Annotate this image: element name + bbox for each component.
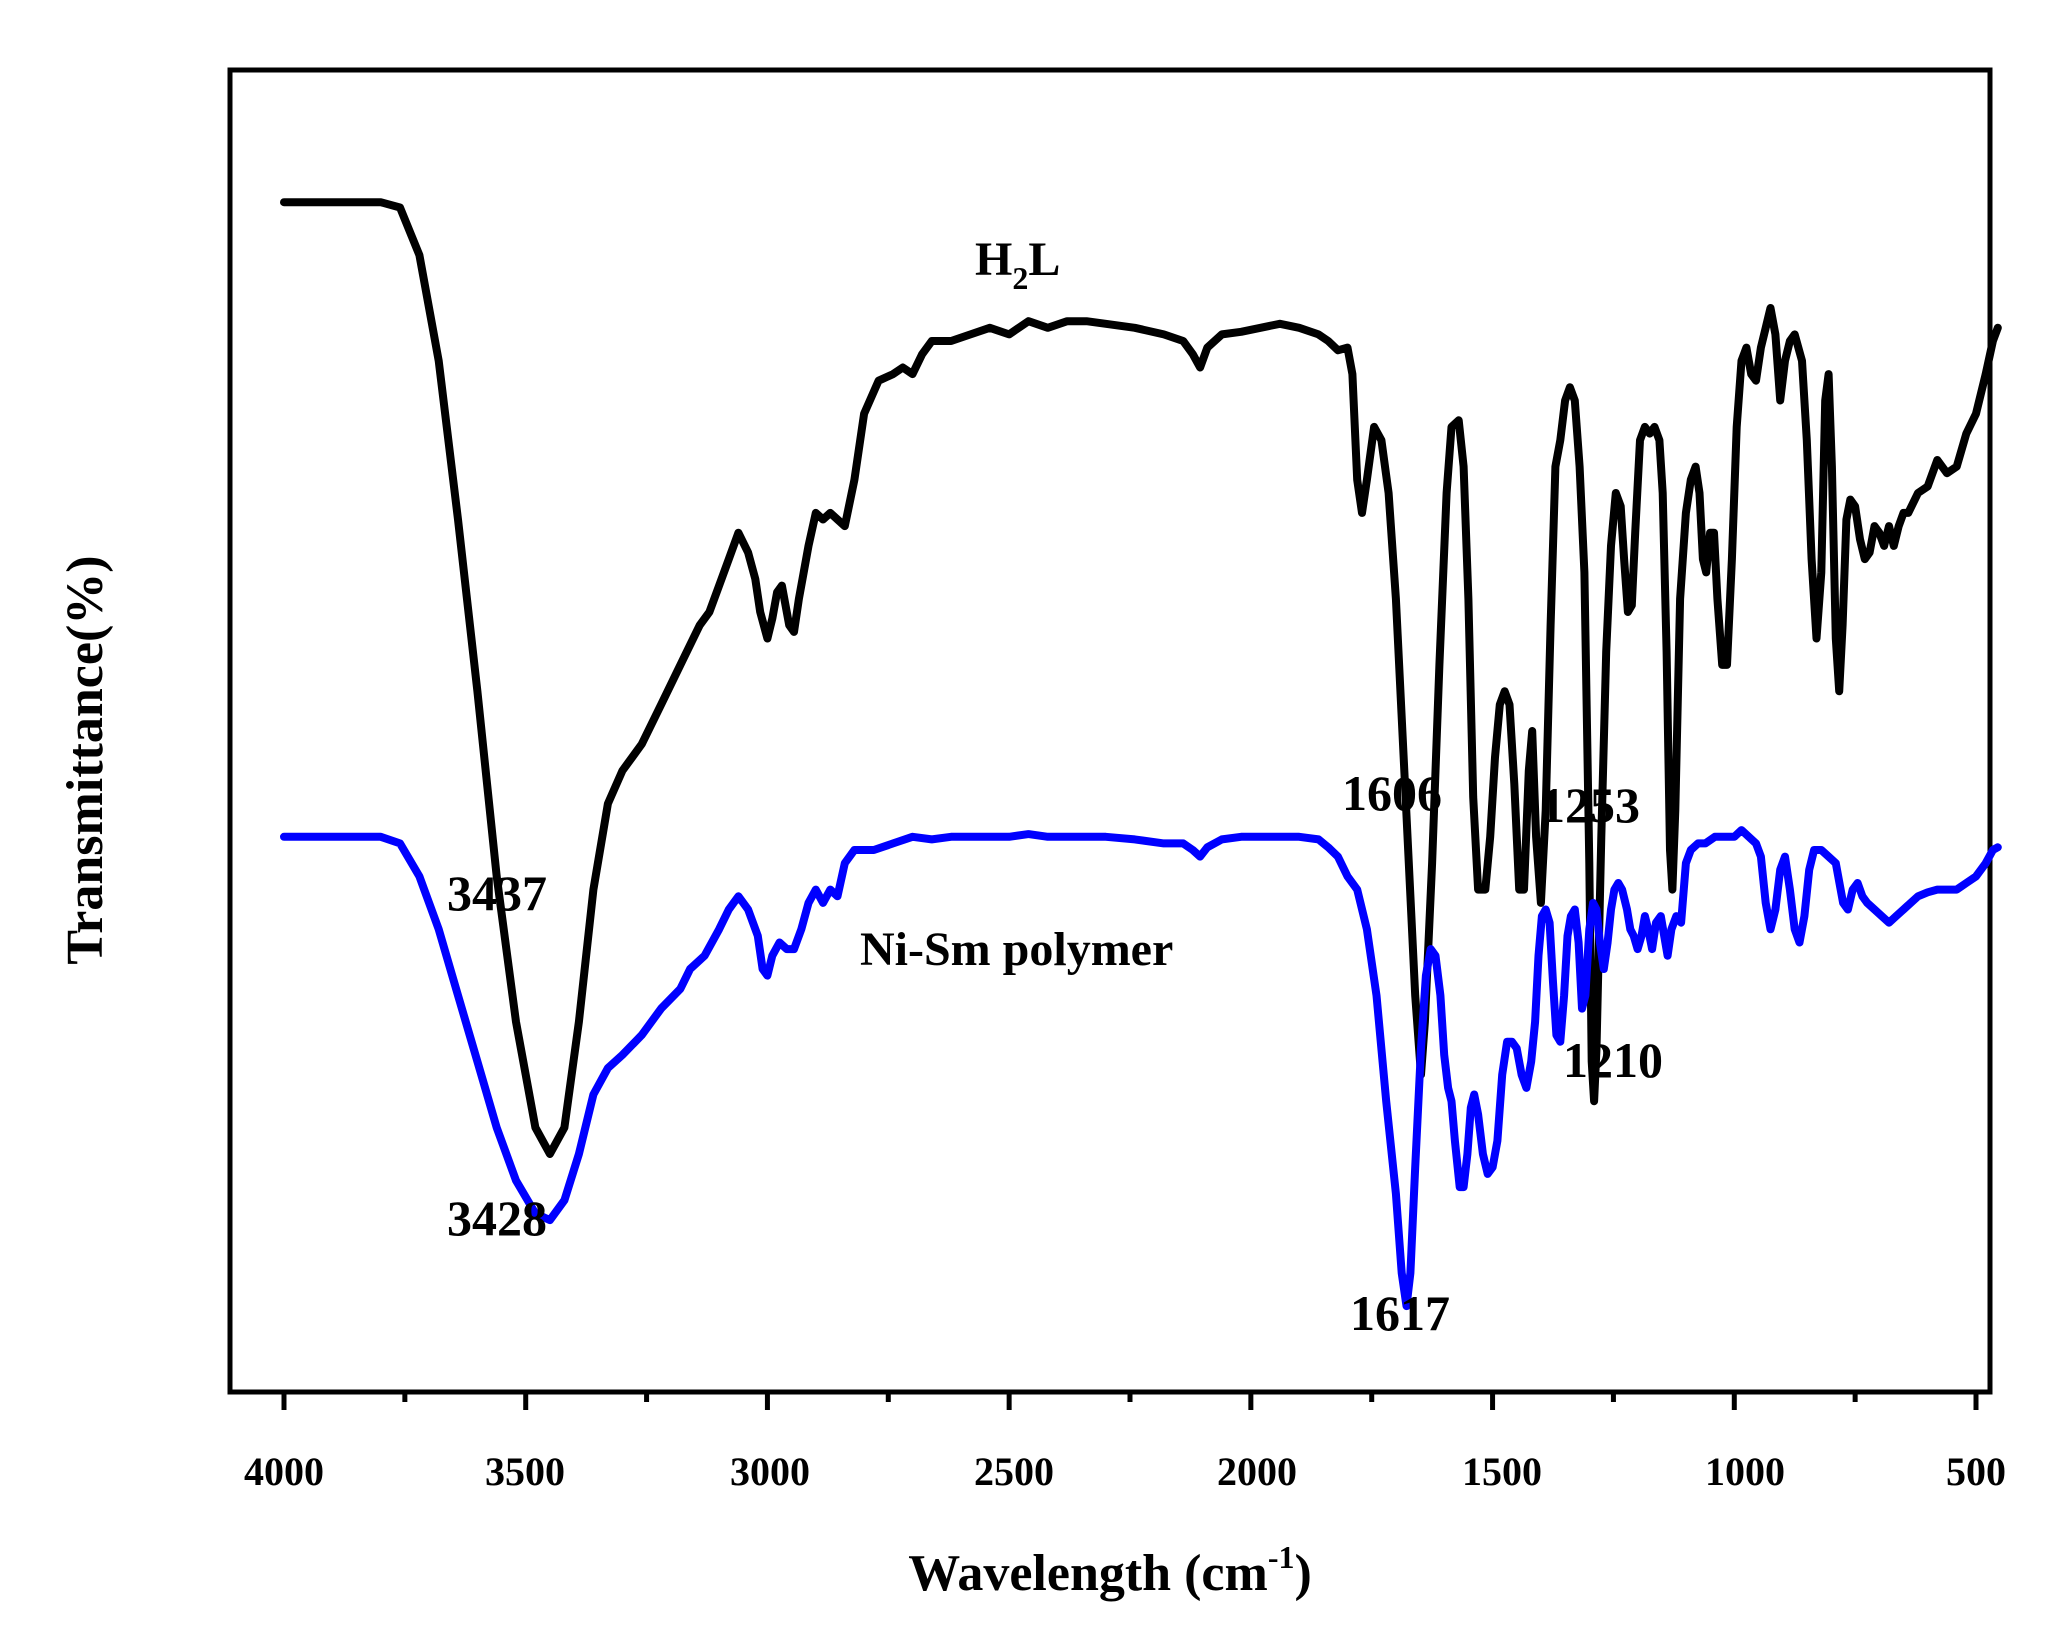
x-tick-label: 500 — [1946, 1449, 2006, 1494]
peak-label-1606: 1606 — [1342, 765, 1442, 821]
series-line-1 — [280, 826, 2002, 1311]
series-label-h2l-end: L — [1028, 233, 1060, 286]
series-label-h2l-subscript: 2 — [1012, 260, 1028, 296]
peak-label-1617: 1617 — [1350, 1285, 1450, 1341]
peak-label-1210: 1210 — [1563, 1032, 1663, 1088]
series-label-h2l: H2L — [975, 233, 1060, 296]
x-tick-label: 1000 — [1705, 1449, 1785, 1494]
x-axis-title: Wavelength (cm-1) — [908, 1539, 1312, 1602]
x-axis-title-main: Wavelength (cm — [908, 1545, 1268, 1602]
x-tick-label: 4000 — [244, 1449, 324, 1494]
x-tick-label: 3500 — [485, 1449, 565, 1494]
x-tick-label: 2000 — [1217, 1449, 1297, 1494]
x-tick-label: 1500 — [1462, 1449, 1542, 1494]
peak-label-3437: 3437 — [447, 865, 547, 921]
series-layer — [280, 198, 2002, 1311]
series-line-0 — [280, 198, 2002, 1158]
x-tick-labels: 4000 3500 3000 2500 2000 1500 1000 500 — [244, 1449, 2006, 1494]
x-ticks — [281, 1392, 1979, 1410]
x-axis-title-superscript: -1 — [1268, 1539, 1295, 1575]
x-tick-label: 2500 — [974, 1449, 1054, 1494]
y-axis-title: Transmittance(%) — [57, 555, 114, 964]
peak-label-3428: 3428 — [447, 1190, 547, 1246]
plot-frame — [227, 67, 1993, 1395]
peak-label-1253: 1253 — [1540, 777, 1640, 833]
series-label-ni-sm: Ni-Sm polymer — [860, 923, 1173, 976]
series-label-h2l-main: H — [975, 233, 1012, 286]
x-tick-label: 3000 — [730, 1449, 810, 1494]
x-axis-title-end: ) — [1294, 1545, 1311, 1602]
